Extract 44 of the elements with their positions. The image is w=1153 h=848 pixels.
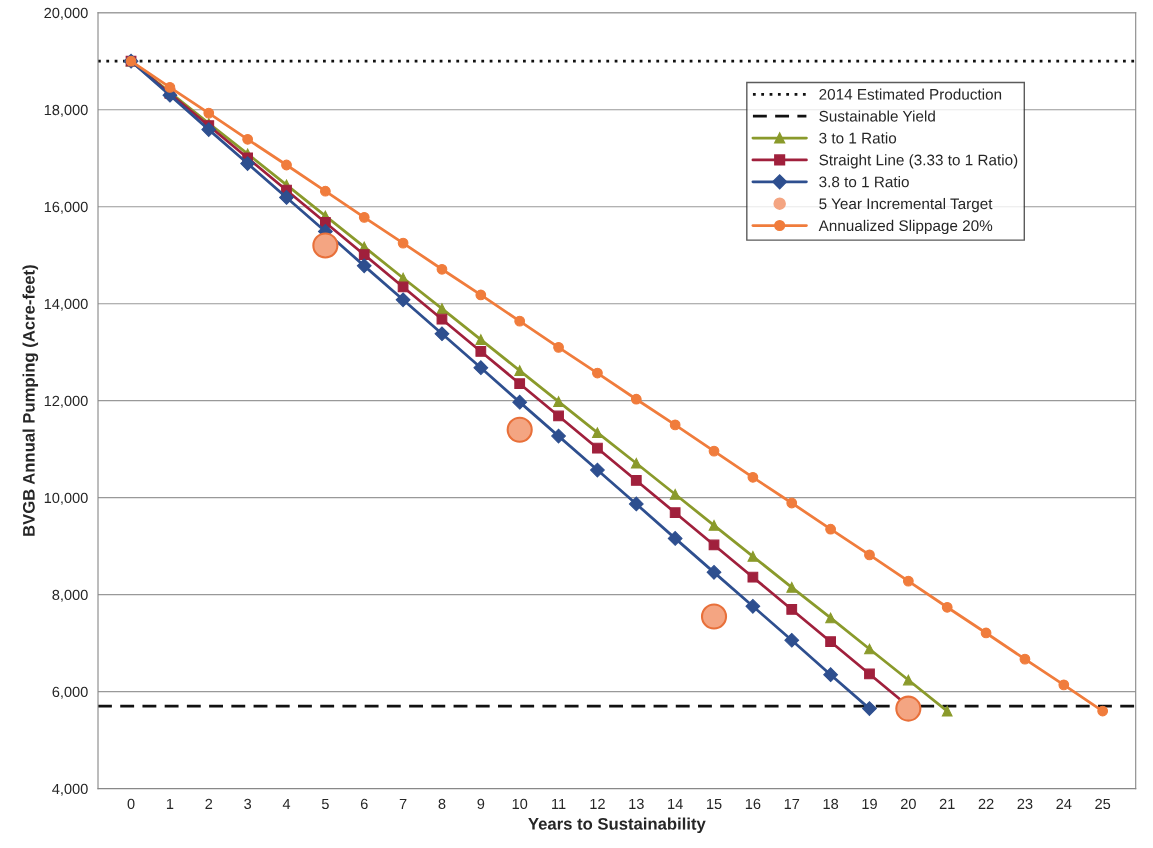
x-tick-label: 17: [784, 798, 800, 809]
x-tick-label: 21: [939, 798, 955, 809]
y-tick-label: 20,000: [44, 7, 88, 20]
y-tick-label: 4,000: [52, 783, 88, 796]
legend-label: Sustainable Yield: [819, 110, 935, 122]
x-tick-label: 20: [900, 798, 916, 810]
x-tick-label: 11: [552, 798, 566, 809]
x-tick-label: 16: [745, 798, 761, 810]
x-axis-title: Years to Sustainability: [528, 817, 706, 834]
legend-label: 3 to 1 Ratio: [819, 132, 897, 144]
y-tick-label: 10,000: [44, 492, 88, 505]
x-tick-label: 13: [629, 798, 644, 810]
x-tick-label: 2: [205, 798, 213, 809]
x-tick-label: 22: [978, 798, 994, 809]
y-tick-label: 6,000: [52, 686, 88, 699]
y-tick-label: 16,000: [44, 201, 88, 214]
y-tick-label: 8,000: [52, 589, 88, 602]
x-tick-label: 15: [707, 798, 722, 810]
y-axis-title: BVGB Annual Pumping (Acre-feet): [22, 265, 39, 536]
x-tick-label: 1: [166, 798, 174, 809]
y-tick-label: 14,000: [44, 298, 88, 311]
x-tick-label: 4: [282, 798, 291, 809]
x-tick-label: 19: [862, 798, 877, 810]
x-tick-label: 14: [668, 798, 683, 809]
y-tick-label: 12,000: [44, 395, 88, 408]
x-tick-label: 3: [244, 798, 252, 810]
x-tick-label: 10: [512, 798, 528, 810]
x-tick-label: 25: [1095, 798, 1111, 810]
x-tick-label: 0: [127, 798, 135, 810]
x-tick-label: 6: [360, 798, 368, 810]
x-tick-label: 9: [477, 798, 485, 810]
y-tick-label: 18,000: [44, 104, 88, 117]
legend-label: Annualized Slippage 20%: [818, 219, 993, 235]
x-tick-label: 5: [321, 798, 329, 810]
x-tick-label: 24: [1056, 798, 1072, 809]
x-tick-label: 7: [399, 798, 407, 809]
x-tick-label: 12: [590, 798, 605, 809]
legend-label: Straight Line (3.33 to 1 Ratio): [819, 154, 1018, 169]
x-tick-label: 8: [438, 798, 446, 810]
x-tick-label: 18: [823, 798, 839, 810]
legend-label: 5 Year Incremental Target: [819, 197, 993, 213]
legend-label: 3.8 to 1 Ratio: [819, 176, 909, 188]
legend-label: 2014 Estimated Production: [819, 88, 1002, 100]
x-tick-label: 23: [1017, 798, 1033, 810]
